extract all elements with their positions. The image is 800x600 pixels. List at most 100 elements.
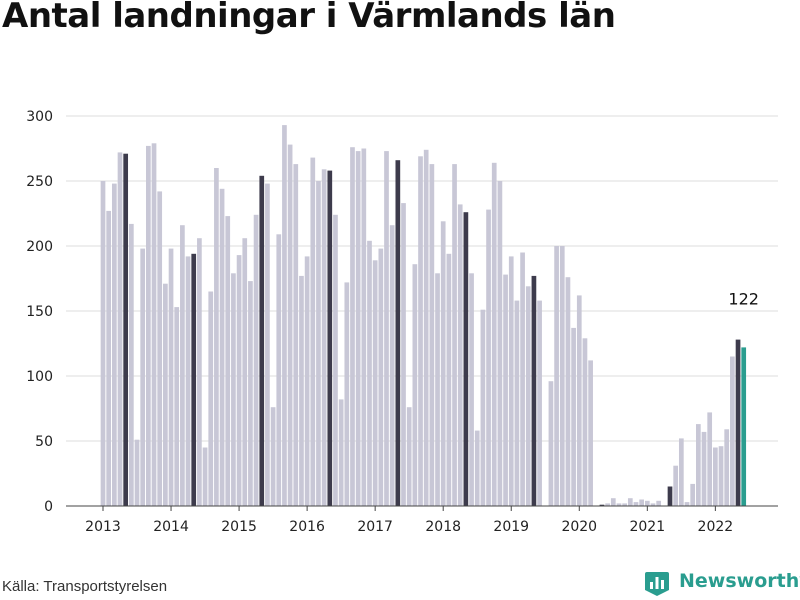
bar [667,486,673,506]
bar [735,339,741,506]
bar [372,260,378,506]
bar [554,246,559,506]
bar [508,256,514,506]
bar [225,216,231,506]
bar [684,502,690,506]
bar [344,282,350,506]
bar [633,502,639,506]
bar [588,360,593,506]
bar [707,412,713,506]
bar [678,438,684,506]
bar [531,275,537,506]
bar [440,221,446,507]
bar [299,275,304,506]
bar [293,164,299,506]
bar [123,153,129,506]
bar [338,399,344,506]
bar [622,503,627,506]
x-tick-label: 2013 [85,519,121,535]
bar [656,500,662,506]
bar [151,143,157,507]
bar [304,256,310,506]
bar [282,125,287,506]
bar [457,204,463,506]
bar [463,212,469,506]
bar [514,300,520,506]
bar [616,503,622,506]
bar [480,309,486,506]
y-tick-label: 300 [26,109,53,125]
bar [117,152,123,506]
bar [174,307,180,506]
bar [469,273,474,506]
y-tick-label: 50 [35,434,53,450]
x-tick-label: 2021 [629,519,665,535]
bar [730,356,735,506]
bar [276,234,282,507]
bar [219,188,225,507]
bar [253,214,259,507]
bar [236,255,242,506]
bar [202,447,208,506]
bar [741,347,747,506]
bar [565,277,571,506]
bar [389,225,395,506]
brand-logo[interactable]: Newsworthy [644,570,800,600]
bar-chart-badge-icon [645,572,669,596]
bar [384,151,389,506]
bar [316,181,321,506]
y-tick-label: 0 [44,499,53,515]
bar [418,156,423,507]
bar [423,149,429,507]
bar [571,327,576,506]
bar [673,465,679,506]
bar [146,145,151,506]
chart-title: Antal landningar i Värmlands län [2,0,616,36]
y-tick-label: 150 [26,304,53,320]
bar [185,256,191,506]
bar [214,168,219,506]
bar [378,248,384,506]
bar [474,430,480,506]
bar [406,407,412,506]
bar [157,191,163,506]
bar [713,447,718,506]
bar [520,252,525,506]
bar [452,164,457,506]
bar [395,160,401,506]
bar [168,248,174,506]
bar [248,281,253,506]
bar [497,181,503,506]
bar [287,144,293,506]
bar [486,209,491,506]
axes: 0 50 100 150 200 250 300 2013 2014 2015 2016 2017 20… [26,109,778,535]
bar [724,429,730,506]
bar [134,439,140,506]
brand-name: Newsworthy [679,570,800,592]
bar [106,210,112,506]
x-tick-label: 2014 [153,519,189,535]
bar [690,483,696,506]
bar [491,162,497,507]
bar [701,431,707,506]
bar [270,407,276,506]
bar-series [100,125,747,507]
bar [265,183,270,506]
bar [696,424,701,506]
bar [446,253,452,506]
bar [367,240,372,507]
bar [582,338,588,506]
bar [180,225,185,506]
x-tick-label: 2022 [698,519,734,535]
bar [605,503,610,506]
bar [576,295,582,506]
bar [599,504,605,506]
bar [401,203,406,506]
bar [231,273,236,506]
bar [140,248,146,506]
bar [191,253,197,506]
bar [435,273,440,506]
source-note: Källa: Transportstyrelsen [2,578,168,595]
bar [627,498,633,506]
